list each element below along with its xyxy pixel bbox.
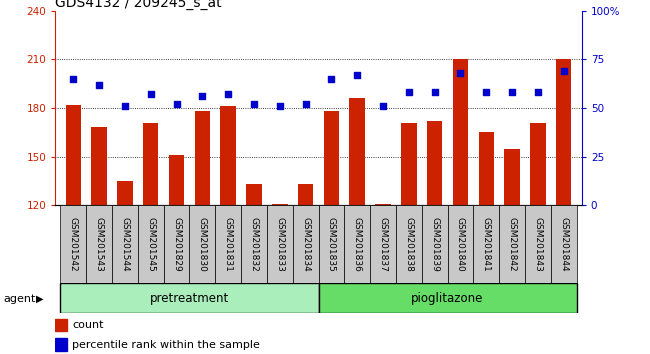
Text: GDS4132 / 209245_s_at: GDS4132 / 209245_s_at bbox=[55, 0, 222, 10]
Text: agent: agent bbox=[3, 294, 36, 304]
Bar bbox=[117, 181, 133, 205]
Point bbox=[68, 76, 79, 81]
Bar bbox=[530, 122, 545, 205]
Bar bbox=[215, 205, 241, 283]
Bar bbox=[112, 205, 138, 283]
Text: GSM201836: GSM201836 bbox=[353, 217, 361, 272]
Bar bbox=[60, 283, 318, 313]
Bar bbox=[375, 204, 391, 205]
Text: GSM201835: GSM201835 bbox=[327, 217, 336, 272]
Text: GSM201838: GSM201838 bbox=[404, 217, 413, 272]
Bar bbox=[452, 59, 468, 205]
Text: GSM201543: GSM201543 bbox=[95, 217, 103, 272]
Text: GSM201831: GSM201831 bbox=[224, 217, 233, 272]
Bar bbox=[324, 111, 339, 205]
Text: GSM201842: GSM201842 bbox=[508, 217, 517, 272]
Bar bbox=[350, 98, 365, 205]
Bar bbox=[401, 122, 417, 205]
Text: GSM201545: GSM201545 bbox=[146, 217, 155, 272]
Point bbox=[455, 70, 465, 76]
Text: GSM201829: GSM201829 bbox=[172, 217, 181, 272]
Bar bbox=[246, 184, 262, 205]
Point bbox=[533, 90, 543, 95]
Text: GSM201832: GSM201832 bbox=[250, 217, 259, 272]
Point bbox=[481, 90, 491, 95]
Bar bbox=[66, 105, 81, 205]
Text: GSM201843: GSM201843 bbox=[534, 217, 542, 272]
Point bbox=[223, 92, 233, 97]
Point bbox=[146, 92, 156, 97]
Bar bbox=[556, 59, 571, 205]
Bar bbox=[551, 205, 577, 283]
Bar bbox=[138, 205, 164, 283]
Text: GSM201841: GSM201841 bbox=[482, 217, 491, 272]
Text: GSM201837: GSM201837 bbox=[378, 217, 387, 272]
Bar bbox=[189, 205, 215, 283]
Point bbox=[274, 103, 285, 109]
Bar bbox=[525, 205, 551, 283]
Point bbox=[172, 101, 182, 107]
Bar bbox=[267, 205, 292, 283]
Point bbox=[326, 76, 337, 81]
Bar bbox=[241, 205, 267, 283]
Text: pretreatment: pretreatment bbox=[150, 292, 229, 305]
Text: GSM201834: GSM201834 bbox=[301, 217, 310, 272]
Text: percentile rank within the sample: percentile rank within the sample bbox=[72, 339, 260, 350]
Point bbox=[430, 90, 440, 95]
Text: count: count bbox=[72, 320, 103, 330]
Bar bbox=[164, 205, 189, 283]
Text: ▶: ▶ bbox=[36, 294, 44, 304]
Bar bbox=[169, 155, 185, 205]
Bar bbox=[194, 111, 210, 205]
Point bbox=[378, 103, 388, 109]
Bar bbox=[298, 184, 313, 205]
Bar bbox=[344, 205, 370, 283]
Point bbox=[120, 103, 130, 109]
Bar bbox=[499, 205, 525, 283]
Bar bbox=[422, 205, 448, 283]
Bar bbox=[396, 205, 422, 283]
Text: GSM201840: GSM201840 bbox=[456, 217, 465, 272]
Point bbox=[558, 68, 569, 74]
Text: pioglitazone: pioglitazone bbox=[411, 292, 484, 305]
Bar bbox=[55, 319, 67, 331]
Text: GSM201544: GSM201544 bbox=[120, 217, 129, 272]
Bar bbox=[220, 106, 236, 205]
Bar bbox=[292, 205, 318, 283]
Bar bbox=[448, 205, 473, 283]
Bar bbox=[427, 121, 443, 205]
Bar bbox=[318, 283, 577, 313]
Point bbox=[507, 90, 517, 95]
Bar bbox=[143, 122, 159, 205]
Point bbox=[94, 82, 105, 87]
Text: GSM201542: GSM201542 bbox=[69, 217, 78, 272]
Text: GSM201833: GSM201833 bbox=[276, 217, 284, 272]
Text: GSM201839: GSM201839 bbox=[430, 217, 439, 272]
Bar bbox=[55, 338, 67, 351]
Bar bbox=[370, 205, 396, 283]
Bar bbox=[478, 132, 494, 205]
Bar bbox=[473, 205, 499, 283]
Bar bbox=[318, 205, 344, 283]
Bar bbox=[504, 149, 520, 205]
Bar bbox=[272, 204, 287, 205]
Bar bbox=[86, 205, 112, 283]
Bar bbox=[92, 127, 107, 205]
Bar bbox=[60, 205, 86, 283]
Point bbox=[352, 72, 363, 78]
Text: GSM201844: GSM201844 bbox=[559, 217, 568, 272]
Point bbox=[197, 93, 207, 99]
Point bbox=[300, 101, 311, 107]
Point bbox=[249, 101, 259, 107]
Text: GSM201830: GSM201830 bbox=[198, 217, 207, 272]
Point bbox=[404, 90, 414, 95]
